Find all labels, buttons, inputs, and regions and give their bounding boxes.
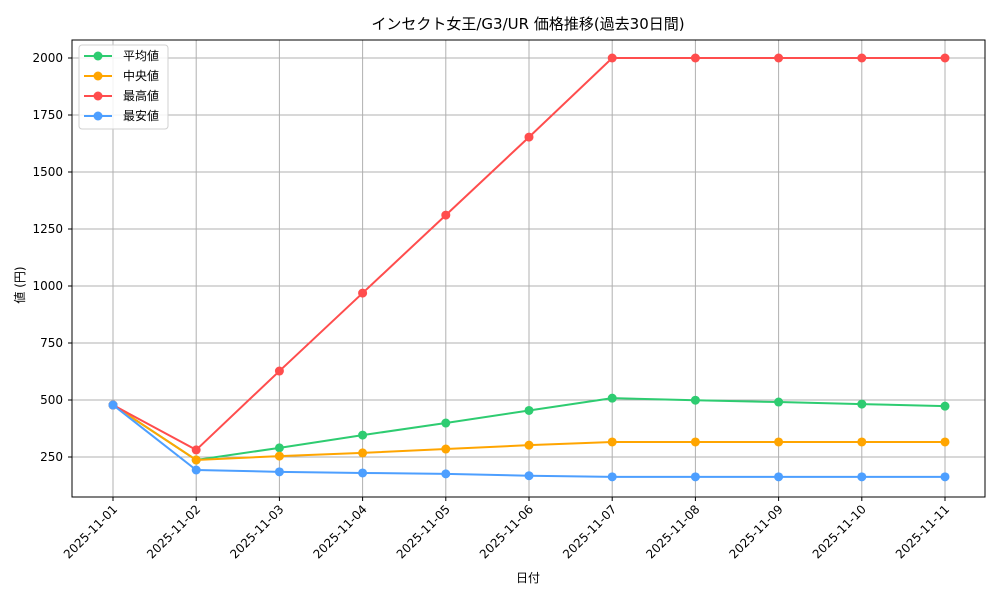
grid-lines	[72, 40, 985, 497]
data-point	[274, 467, 284, 477]
series-3	[108, 400, 950, 482]
y-tick-label: 500	[40, 393, 63, 407]
legend-label: 最高値	[123, 88, 159, 103]
legend-marker-icon	[93, 111, 103, 121]
x-axis-ticks: 2025-11-01 2025-11-02 2025-11-03 2025-11-04…	[61, 497, 952, 561]
y-tick-label: 1250	[32, 222, 63, 236]
data-point	[774, 397, 784, 407]
legend-label: 中央値	[123, 68, 159, 83]
data-point	[524, 132, 534, 142]
y-tick-label: 1500	[32, 165, 63, 179]
legend-marker-icon	[93, 91, 103, 101]
y-tick-label: 2000	[32, 51, 63, 65]
legend-label: 最安値	[123, 108, 159, 123]
x-tick-label: 2025-11-07	[560, 502, 619, 561]
data-point	[274, 451, 284, 461]
y-tick-label: 1000	[32, 279, 63, 293]
legend-marker-icon	[93, 71, 103, 81]
data-point	[940, 437, 950, 447]
y-tick-label: 1750	[32, 108, 63, 122]
data-point	[607, 393, 617, 403]
x-tick-label: 2025-11-08	[643, 502, 702, 561]
x-axis-label: 日付	[516, 571, 540, 585]
x-tick-label: 2025-11-01	[61, 502, 120, 561]
data-point	[774, 472, 784, 482]
data-point	[274, 366, 284, 376]
data-point	[857, 437, 867, 447]
data-point	[524, 405, 534, 415]
data-point	[524, 471, 534, 481]
data-point	[690, 437, 700, 447]
data-point	[358, 448, 368, 458]
data-point	[690, 53, 700, 63]
legend-label: 平均値	[123, 48, 159, 63]
data-point	[441, 469, 451, 479]
data-series	[108, 53, 950, 482]
data-point	[940, 472, 950, 482]
data-point	[191, 445, 201, 455]
data-point	[607, 437, 617, 447]
data-point	[857, 472, 867, 482]
legend-marker-icon	[93, 51, 103, 61]
y-tick-label: 750	[40, 336, 63, 350]
x-tick-label: 2025-11-04	[311, 502, 370, 561]
data-point	[524, 440, 534, 450]
data-point	[690, 472, 700, 482]
x-tick-label: 2025-11-09	[727, 502, 786, 561]
x-tick-label: 2025-11-11	[893, 502, 952, 561]
legend-box	[78, 44, 169, 130]
data-point	[857, 53, 867, 63]
data-point	[191, 455, 201, 465]
data-point	[191, 465, 201, 475]
y-axis-ticks: 250 500 750 1000 1250 1500 1750 2000	[32, 51, 72, 464]
data-point	[274, 443, 284, 453]
data-point	[774, 53, 784, 63]
x-tick-label: 2025-11-03	[227, 502, 286, 561]
data-point	[441, 210, 451, 220]
x-tick-label: 2025-11-10	[810, 502, 869, 561]
data-point	[857, 399, 867, 409]
chart-title: インセクト女王/G3/UR 価格推移(過去30日間)	[371, 15, 684, 33]
data-point	[940, 401, 950, 411]
x-tick-label: 2025-11-06	[477, 502, 536, 561]
data-point	[607, 472, 617, 482]
x-tick-label: 2025-11-05	[394, 502, 453, 561]
data-point	[774, 437, 784, 447]
data-point	[607, 53, 617, 63]
data-point	[358, 468, 368, 478]
x-tick-label: 2025-11-02	[144, 502, 203, 561]
data-point	[358, 288, 368, 298]
data-point	[690, 395, 700, 405]
data-point	[441, 444, 451, 454]
y-tick-label: 250	[40, 450, 63, 464]
data-point	[441, 418, 451, 428]
data-point	[358, 430, 368, 440]
y-axis-label: 値 (円)	[12, 266, 27, 303]
data-point	[108, 400, 118, 410]
data-point	[940, 53, 950, 63]
